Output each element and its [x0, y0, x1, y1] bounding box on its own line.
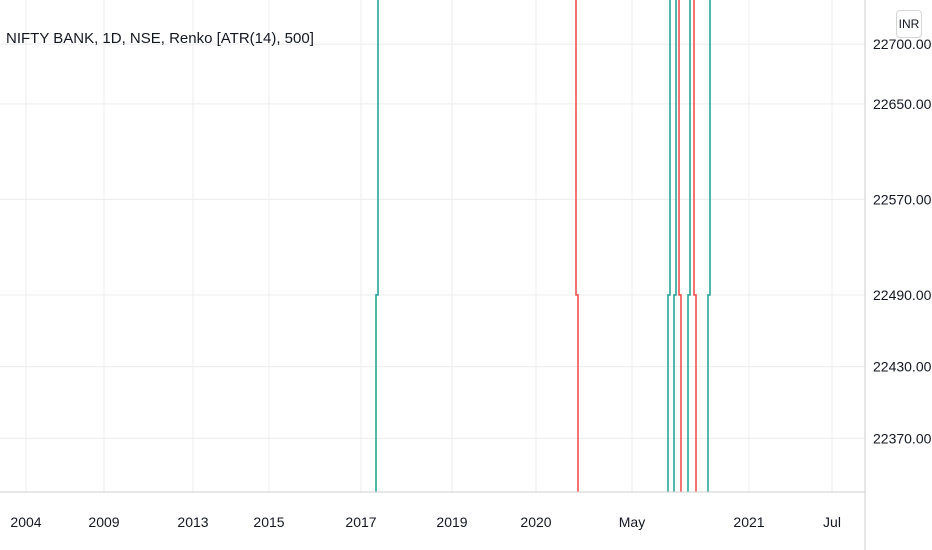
y-tick-label: 22570.00 — [873, 191, 932, 207]
currency-badge[interactable]: INR — [896, 10, 922, 38]
x-tick-label: May — [619, 514, 645, 530]
y-tick-label: 22650.00 — [873, 96, 932, 112]
y-tick-label: 22700.00 — [873, 36, 932, 52]
renko-brick-down — [693, 0, 697, 492]
renko-brick-up — [673, 0, 677, 492]
y-tick-label: 22430.00 — [873, 359, 932, 375]
renko-brick-up — [707, 0, 711, 492]
x-tick-label: 2013 — [177, 514, 208, 530]
renko-brick-up — [375, 0, 379, 492]
x-tick-label: 2021 — [733, 514, 764, 530]
renko-bricks — [375, 0, 711, 492]
x-tick-label: Jul — [823, 514, 841, 530]
x-tick-label: 2017 — [345, 514, 376, 530]
time-axis[interactable]: 2004 2009 2013 2015 2017 2019 2020 May 2021 Jul — [10, 514, 841, 530]
y-tick-label: 22490.00 — [873, 287, 932, 303]
renko-brick-down — [678, 0, 682, 492]
grid — [0, 0, 865, 492]
x-tick-label: 2019 — [436, 514, 467, 530]
x-tick-label: 2009 — [88, 514, 119, 530]
renko-brick-up — [687, 0, 691, 492]
chart-title: NIFTY BANK, 1D, NSE, Renko [ATR(14), 500… — [6, 30, 314, 47]
renko-brick-up — [667, 0, 671, 492]
y-tick-label: 22370.00 — [873, 430, 932, 446]
x-tick-label: 2004 — [10, 514, 41, 530]
x-tick-label: 2020 — [520, 514, 551, 530]
price-axis[interactable]: 22700.00 22650.00 22570.00 22490.00 22430.00… — [873, 36, 932, 446]
x-tick-label: 2015 — [253, 514, 284, 530]
renko-brick-down — [575, 0, 579, 492]
